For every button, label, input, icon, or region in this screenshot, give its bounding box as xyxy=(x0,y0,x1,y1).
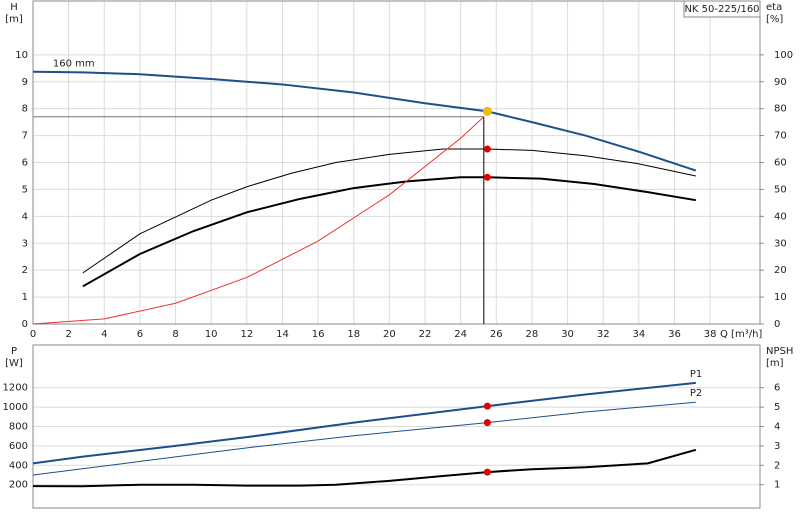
series-label: 160 mm xyxy=(53,58,95,69)
y2-tick-label: 5 xyxy=(774,402,780,413)
y-tick-label: 400 xyxy=(9,460,28,471)
x-tick-label: 16 xyxy=(312,329,325,340)
y-axis-label: [W] xyxy=(5,358,23,369)
y-axis-label: P xyxy=(11,346,17,357)
y-tick-label: 8 xyxy=(22,104,28,115)
marker xyxy=(483,419,491,427)
series-line xyxy=(82,176,697,288)
y2-tick-label: 2 xyxy=(774,460,780,471)
x-tick-label: 8 xyxy=(172,329,178,340)
y-tick-label: 200 xyxy=(9,480,28,491)
x-tick-label: 36 xyxy=(668,329,681,340)
y-tick-label: 9 xyxy=(22,77,28,88)
y-tick-label: 7 xyxy=(22,131,28,142)
y-tick-label: 600 xyxy=(9,441,28,452)
y-tick-label: 1200 xyxy=(3,383,28,394)
x-tick-label: 24 xyxy=(454,329,467,340)
y-tick-label: 1 xyxy=(22,292,28,303)
title-box xyxy=(683,0,761,18)
y-tick-label: 6 xyxy=(22,158,28,169)
y2-tick-label: 30 xyxy=(774,238,787,249)
x-tick-label: 10 xyxy=(205,329,218,340)
plot-frame xyxy=(32,344,761,509)
y-tick-label: 3 xyxy=(22,238,28,249)
x-tick-label: 34 xyxy=(632,329,645,340)
y2-tick-label: 4 xyxy=(774,422,780,433)
y2-tick-label: 40 xyxy=(774,211,787,222)
x-tick-label: 12 xyxy=(240,329,253,340)
x-tick-label: 18 xyxy=(347,329,360,340)
y2-tick-label: 3 xyxy=(774,441,780,452)
y-tick-label: 0 xyxy=(22,319,28,330)
y2-tick-label: 70 xyxy=(774,131,787,142)
series-line xyxy=(32,381,696,465)
y-tick-label: 1000 xyxy=(3,402,28,413)
x-tick-label: 38 xyxy=(704,329,717,340)
plot-frame xyxy=(32,0,761,325)
y-tick-label: 10 xyxy=(15,50,28,61)
y2-tick-label: 100 xyxy=(774,50,793,61)
y2-axis-label: [%] xyxy=(766,14,783,25)
series-line xyxy=(82,148,696,274)
y2-tick-label: 50 xyxy=(774,184,787,195)
x-tick-label: 2 xyxy=(65,329,71,340)
series-label: P1 xyxy=(690,369,702,380)
y2-tick-label: 6 xyxy=(774,383,780,394)
x-tick-label: 0 xyxy=(30,329,36,340)
y2-tick-label: 20 xyxy=(774,265,787,276)
x-tick-label: 28 xyxy=(526,329,539,340)
y2-tick-label: 60 xyxy=(774,158,787,169)
y-tick-label: 2 xyxy=(22,265,28,276)
y2-tick-label: 1 xyxy=(774,480,780,491)
x-tick-label: 22 xyxy=(419,329,432,340)
y2-axis-label: [m] xyxy=(766,358,784,369)
y2-tick-label: 0 xyxy=(774,319,780,330)
y-tick-label: 5 xyxy=(22,184,28,195)
x-axis-label: Q [m³/h] xyxy=(720,329,762,340)
marker xyxy=(482,106,492,116)
y-axis-label: H xyxy=(10,2,18,13)
marker xyxy=(483,468,491,476)
series-line xyxy=(32,448,697,488)
x-tick-label: 32 xyxy=(597,329,610,340)
marker xyxy=(483,173,491,181)
x-tick-label: 20 xyxy=(383,329,396,340)
chart-title: NK 50-225/160 xyxy=(684,4,759,15)
x-tick-label: 14 xyxy=(276,329,289,340)
series-label: P2 xyxy=(690,388,702,399)
y2-tick-label: 10 xyxy=(774,292,787,303)
marker xyxy=(483,402,491,410)
y2-tick-label: 80 xyxy=(774,104,787,115)
x-tick-label: 4 xyxy=(101,329,107,340)
y2-tick-label: 90 xyxy=(774,77,787,88)
marker xyxy=(483,145,491,153)
y-axis-label: [m] xyxy=(5,14,23,25)
y-tick-label: 4 xyxy=(22,211,28,222)
series-line xyxy=(32,70,697,172)
x-tick-label: 6 xyxy=(137,329,143,340)
series-line xyxy=(32,401,696,476)
y-tick-label: 800 xyxy=(9,422,28,433)
y2-axis-label: NPSH xyxy=(766,346,793,357)
y2-axis-label: eta xyxy=(766,2,782,13)
x-tick-label: 30 xyxy=(561,329,574,340)
series-line xyxy=(32,116,485,325)
x-tick-label: 26 xyxy=(490,329,503,340)
